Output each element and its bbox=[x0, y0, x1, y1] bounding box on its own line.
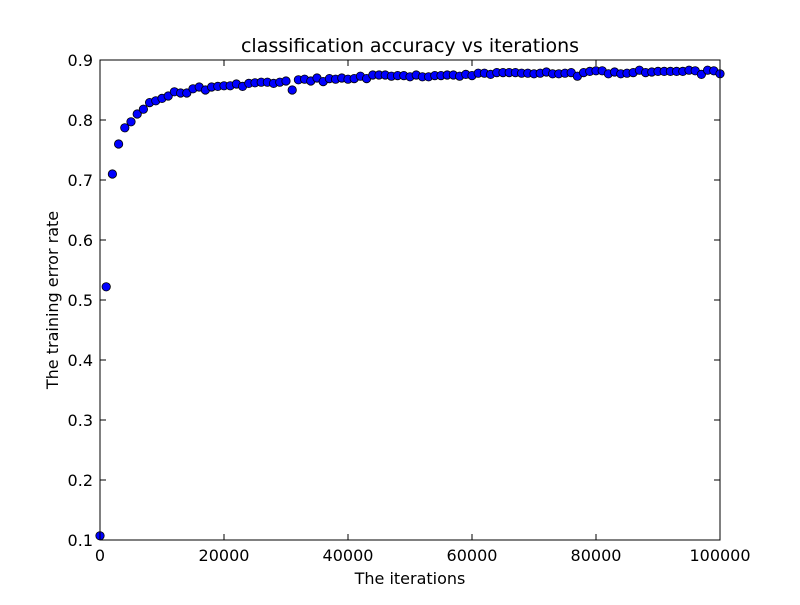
data-point bbox=[163, 91, 173, 101]
y-tick-label: 0.8 bbox=[68, 111, 93, 130]
x-tick-label: 0 bbox=[95, 546, 105, 565]
y-tick-label: 0.1 bbox=[68, 531, 93, 550]
data-point bbox=[120, 123, 130, 133]
plot-frame bbox=[99, 59, 721, 541]
y-tick-label: 0.4 bbox=[68, 351, 93, 370]
x-tick-label: 20000 bbox=[199, 546, 250, 565]
y-tick-label: 0.6 bbox=[68, 231, 93, 250]
chart-title: classification accuracy vs iterations bbox=[241, 35, 579, 57]
y-tick-label: 0.5 bbox=[68, 291, 93, 310]
x-tick-label: 80000 bbox=[571, 546, 622, 565]
x-tick-label: 60000 bbox=[447, 546, 498, 565]
x-axis-label: The iterations bbox=[354, 569, 466, 588]
data-point bbox=[138, 104, 148, 114]
data-point bbox=[126, 117, 136, 127]
x-tick-label: 100000 bbox=[689, 546, 750, 565]
data-point bbox=[696, 69, 707, 80]
x-tick-label: 40000 bbox=[323, 546, 374, 565]
data-point bbox=[182, 88, 192, 98]
data-point bbox=[101, 282, 111, 292]
data-point bbox=[287, 85, 297, 95]
data-point bbox=[132, 109, 142, 119]
y-axis-label: The training error rate bbox=[43, 211, 62, 390]
data-point bbox=[114, 139, 124, 149]
data-point bbox=[107, 169, 118, 179]
y-tick-label: 0.9 bbox=[68, 51, 93, 70]
data-points bbox=[95, 65, 725, 541]
y-tick-label: 0.2 bbox=[68, 471, 93, 490]
y-tick-label: 0.3 bbox=[68, 411, 93, 430]
data-point bbox=[281, 76, 291, 86]
y-tick-label: 0.7 bbox=[68, 171, 93, 190]
axis-ticks: 0 20000 40000 60000 80000 100000 0.1 0.2 0.3 0.4 0… bbox=[68, 51, 751, 565]
